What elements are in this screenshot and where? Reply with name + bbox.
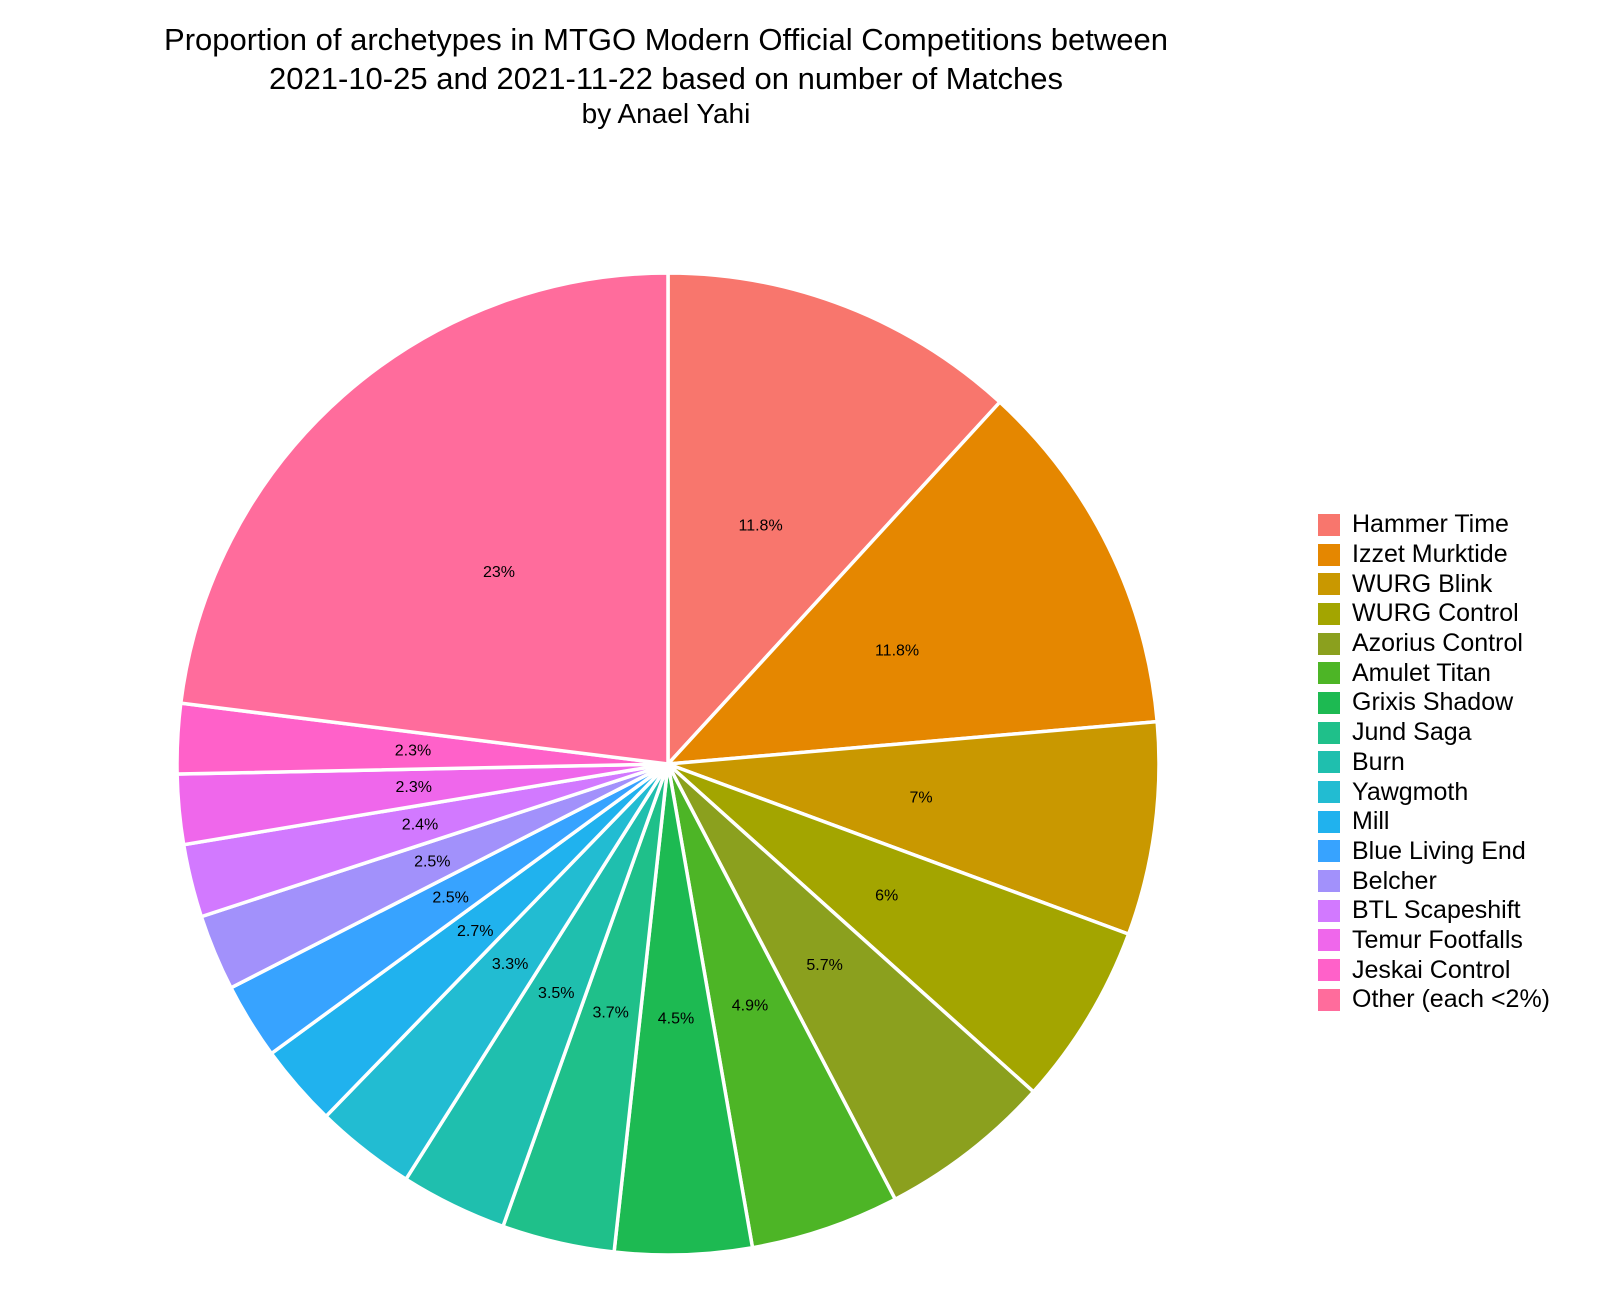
legend-label: Yawgmoth	[1352, 777, 1469, 806]
legend-item-jund-saga: Jund Saga	[1318, 718, 1550, 748]
legend-label: Grixis Shadow	[1352, 688, 1514, 717]
legend-label: WURG Control	[1352, 599, 1519, 628]
legend-key	[1318, 929, 1340, 952]
legend-label: Jeskai Control	[1352, 955, 1511, 984]
slice-label-btl-scapeshift: 2.4%	[402, 816, 438, 833]
legend-item-other-each-2: Other (each <2%)	[1318, 985, 1550, 1015]
chart-subtitle: by Anael Yahi	[581, 98, 751, 129]
legend-label: BTL Scapeshift	[1352, 896, 1521, 925]
legend-label: Amulet Titan	[1352, 658, 1491, 687]
slice-label-jeskai-control: 2.3%	[395, 742, 431, 759]
legend-item-azorius-control: Azorius Control	[1318, 629, 1550, 659]
legend-label: Jund Saga	[1352, 718, 1472, 747]
legend-label: Izzet Murktide	[1352, 540, 1508, 569]
legend-item-wurg-blink: WURG Blink	[1318, 569, 1550, 599]
legend-key	[1318, 573, 1340, 596]
slice-label-izzet-murktide: 11.8%	[875, 643, 919, 660]
pie-labels: 11.8% 11.8% 7% 6% 5.7% 4.9% 4.5% 3.7% 3.5% 3.3% 2.…	[395, 518, 933, 1028]
pie-slice-other-each-2	[178, 271, 670, 766]
legend-label: Azorius Control	[1352, 629, 1523, 658]
legend-key	[1318, 662, 1340, 685]
legend-item-burn: Burn	[1318, 748, 1550, 778]
slice-label-grixis-shadow: 4.5%	[658, 1011, 694, 1028]
pie-slice-wurg-blink	[667, 719, 1161, 937]
legend-item-grixis-shadow: Grixis Shadow	[1318, 688, 1550, 718]
legend-item-blue-living-end: Blue Living End	[1318, 837, 1550, 867]
legend: Hammer Time Izzet Murktide WURG Blink WURG …	[1318, 510, 1550, 1015]
legend-item-hammer-time: Hammer Time	[1318, 510, 1550, 540]
legend-label: Mill	[1352, 807, 1390, 836]
legend-key	[1318, 691, 1340, 714]
slice-label-blue-living-end: 2.5%	[432, 889, 468, 906]
slice-label-temur-footfalls: 2.3%	[396, 779, 432, 796]
legend-item-temur-footfalls: Temur Footfalls	[1318, 926, 1550, 956]
legend-label: Temur Footfalls	[1352, 925, 1523, 954]
pie-slice-amulet-titan	[666, 763, 898, 1250]
legend-key	[1318, 959, 1340, 982]
pie-chart: 11.8% 11.8% 7% 6% 5.7% 4.9% 4.5% 3.7% 3.5% 3.3% 2.…	[175, 271, 1161, 1257]
slice-label-azorius-control: 5.7%	[806, 957, 842, 974]
slice-label-yawgmoth: 3.3%	[492, 956, 528, 973]
legend-key	[1318, 870, 1340, 893]
chart-title: Proportion of archetypes in MTGO Modern …	[0, 20, 1332, 98]
legend-item-wurg-control: WURG Control	[1318, 599, 1550, 629]
legend-key	[1318, 988, 1340, 1011]
legend-label: WURG Blink	[1352, 569, 1493, 598]
slice-label-belcher: 2.5%	[414, 854, 450, 871]
pie-slice-izzet-murktide	[663, 399, 1160, 767]
legend-item-belcher: Belcher	[1318, 866, 1550, 896]
pie-slice-wurg-control	[666, 762, 1131, 1095]
chart-title-line-1: Proportion of archetypes in MTGO Modern …	[164, 22, 1168, 57]
legend-key	[1318, 899, 1340, 922]
legend-item-yawgmoth: Yawgmoth	[1318, 777, 1550, 807]
legend-item-jeskai-control: Jeskai Control	[1318, 955, 1550, 985]
legend-key	[1318, 751, 1340, 774]
legend-label: Hammer Time	[1352, 510, 1509, 539]
pie-slices	[175, 271, 1161, 1257]
legend-item-amulet-titan: Amulet Titan	[1318, 658, 1550, 688]
legend-key	[1318, 781, 1340, 804]
legend-label: Burn	[1352, 747, 1405, 776]
pie-slice-azorius-control	[666, 762, 1036, 1202]
legend-key	[1318, 840, 1340, 863]
legend-label: Belcher	[1352, 866, 1437, 895]
legend-key	[1318, 632, 1340, 655]
legend-key	[1318, 602, 1340, 625]
legend-key	[1318, 810, 1340, 833]
slice-label-hammer-time: 11.8%	[738, 518, 782, 535]
slice-label-mill: 2.7%	[457, 923, 493, 940]
legend-item-btl-scapeshift: BTL Scapeshift	[1318, 896, 1550, 926]
slice-label-jund-saga: 3.7%	[592, 1004, 628, 1021]
legend-item-izzet-murktide: Izzet Murktide	[1318, 540, 1550, 570]
legend-item-mill: Mill	[1318, 807, 1550, 837]
slice-label-burn: 3.5%	[538, 985, 574, 1002]
slice-label-other-each-2: 23%	[483, 564, 515, 581]
legend-key	[1318, 513, 1340, 536]
pie-slice-hammer-time	[666, 271, 1003, 769]
legend-label: Other (each <2%)	[1352, 985, 1551, 1014]
slice-label-wurg-blink: 7%	[909, 790, 932, 807]
slice-label-amulet-titan: 4.9%	[732, 997, 768, 1014]
slice-label-wurg-control: 6%	[875, 887, 898, 904]
legend-key	[1318, 543, 1340, 566]
legend-label: Blue Living End	[1352, 836, 1526, 865]
chart-title-line-2: 2021-10-25 and 2021-11-22 based on numbe…	[269, 61, 1063, 96]
legend-key	[1318, 721, 1340, 744]
